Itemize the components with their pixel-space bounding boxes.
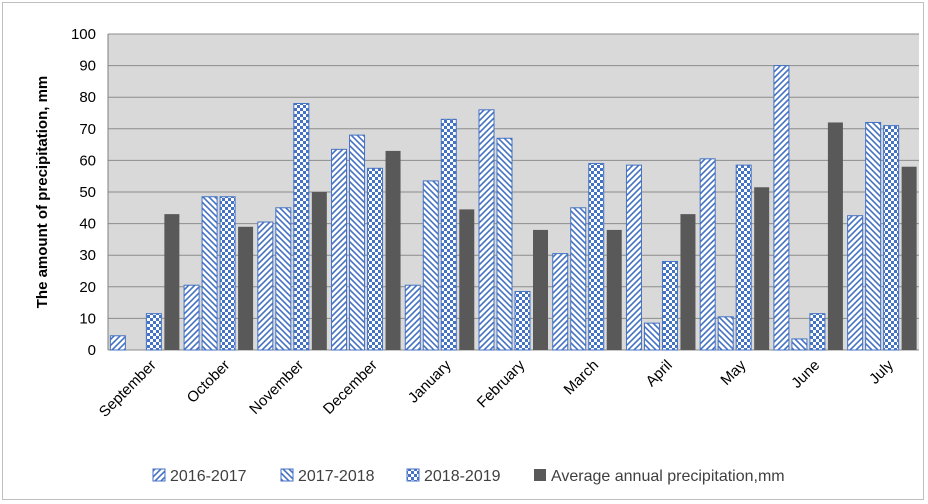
bar-july-series-3 [883, 125, 900, 351]
bar-april-series-3 [661, 261, 678, 351]
bar-november-series-3 [293, 103, 310, 351]
bar-july-series-2 [865, 121, 882, 351]
bar-june-series-4 [827, 122, 843, 350]
y-tick-label: 100 [71, 26, 96, 43]
x-tick-label: February [474, 356, 529, 411]
bar-july-series-1 [847, 215, 864, 351]
bar-november-series-2 [275, 207, 292, 351]
bar-june-series-2 [791, 338, 808, 351]
bar-march-series-4 [606, 229, 622, 350]
bar-november-series-1 [257, 221, 274, 351]
bar-october-series-3 [219, 196, 236, 351]
legend-label: Average annual precipitation,mm [551, 468, 785, 485]
y-tick-label: 50 [79, 184, 96, 201]
legend-swatch [280, 468, 294, 482]
bar-april-series-4 [680, 214, 696, 350]
bar-december-series-3 [367, 167, 384, 351]
y-axis-ticks: 0 10 20 30 40 50 60 70 80 90 100 [71, 26, 96, 359]
bar-october-series-2 [201, 196, 218, 351]
bar-january-series-1 [404, 284, 421, 351]
y-tick-label: 40 [79, 216, 96, 233]
x-tick-label: January [405, 356, 455, 406]
bar-september-series-4 [164, 214, 180, 350]
bar-february-series-1 [478, 109, 495, 351]
bar-december-series-1 [331, 148, 348, 351]
bar-may-series-4 [754, 187, 770, 350]
x-tick-label: October [184, 357, 234, 407]
bar-may-series-2 [717, 316, 734, 351]
legend-label: 2018-2019 [424, 468, 501, 485]
x-tick-label: September [96, 357, 160, 421]
bar-april-series-2 [643, 322, 660, 351]
bar-march-series-2 [570, 207, 587, 351]
bar-february-series-4 [533, 229, 548, 350]
x-tick-label: May [717, 356, 749, 388]
bar-december-series-2 [349, 134, 366, 351]
y-tick-label: 10 [79, 310, 96, 327]
x-tick-label: April [643, 357, 676, 390]
bar-july-series-4 [901, 166, 917, 350]
legend-swatch [406, 468, 420, 482]
bar-february-series-3 [514, 291, 531, 351]
bar-march-series-3 [588, 163, 605, 351]
bar-january-series-4 [459, 209, 475, 350]
y-axis-label: The amount of precipitation, mm [34, 76, 51, 309]
x-tick-label: November [246, 357, 307, 418]
bars [109, 65, 917, 351]
legend: 2016-2017 2017-2018 2018-2019 Average annua… [152, 468, 785, 485]
y-tick-label: 30 [79, 247, 96, 264]
bar-june-series-1 [773, 65, 790, 351]
bar-april-series-1 [625, 164, 642, 351]
bar-january-series-3 [440, 118, 457, 351]
x-axis-ticks: September October November December January F… [96, 356, 898, 420]
bar-february-series-2 [496, 137, 513, 351]
bar-october-series-4 [238, 226, 254, 350]
bar-december-series-4 [385, 150, 401, 350]
x-tick-label: December [320, 357, 381, 418]
bar-june-series-3 [809, 313, 826, 351]
bar-march-series-1 [552, 253, 569, 351]
bar-september-series-1 [109, 335, 126, 351]
bar-january-series-2 [422, 180, 439, 351]
bar-may-series-1 [699, 158, 716, 351]
y-tick-label: 70 [79, 121, 96, 138]
y-tick-label: 0 [88, 342, 96, 359]
legend-label: 2016-2017 [170, 468, 247, 485]
bar-november-series-4 [311, 192, 327, 350]
y-tick-label: 90 [79, 58, 96, 75]
legend-swatch [534, 469, 546, 481]
legend-label: 2017-2018 [298, 468, 375, 485]
bar-october-series-1 [183, 284, 200, 351]
x-tick-label: June [788, 357, 823, 392]
legend-swatch [152, 468, 166, 482]
y-tick-label: 80 [79, 89, 96, 106]
y-tick-label: 60 [79, 152, 96, 169]
y-tick-label: 20 [79, 279, 96, 296]
bar-september-series-3 [145, 313, 162, 351]
x-tick-label: March [561, 357, 602, 398]
precipitation-bar-chart: 0 10 20 30 40 50 60 70 80 90 100 September October N… [34, 26, 919, 485]
x-tick-label: July [866, 356, 897, 387]
bar-may-series-3 [735, 164, 752, 351]
